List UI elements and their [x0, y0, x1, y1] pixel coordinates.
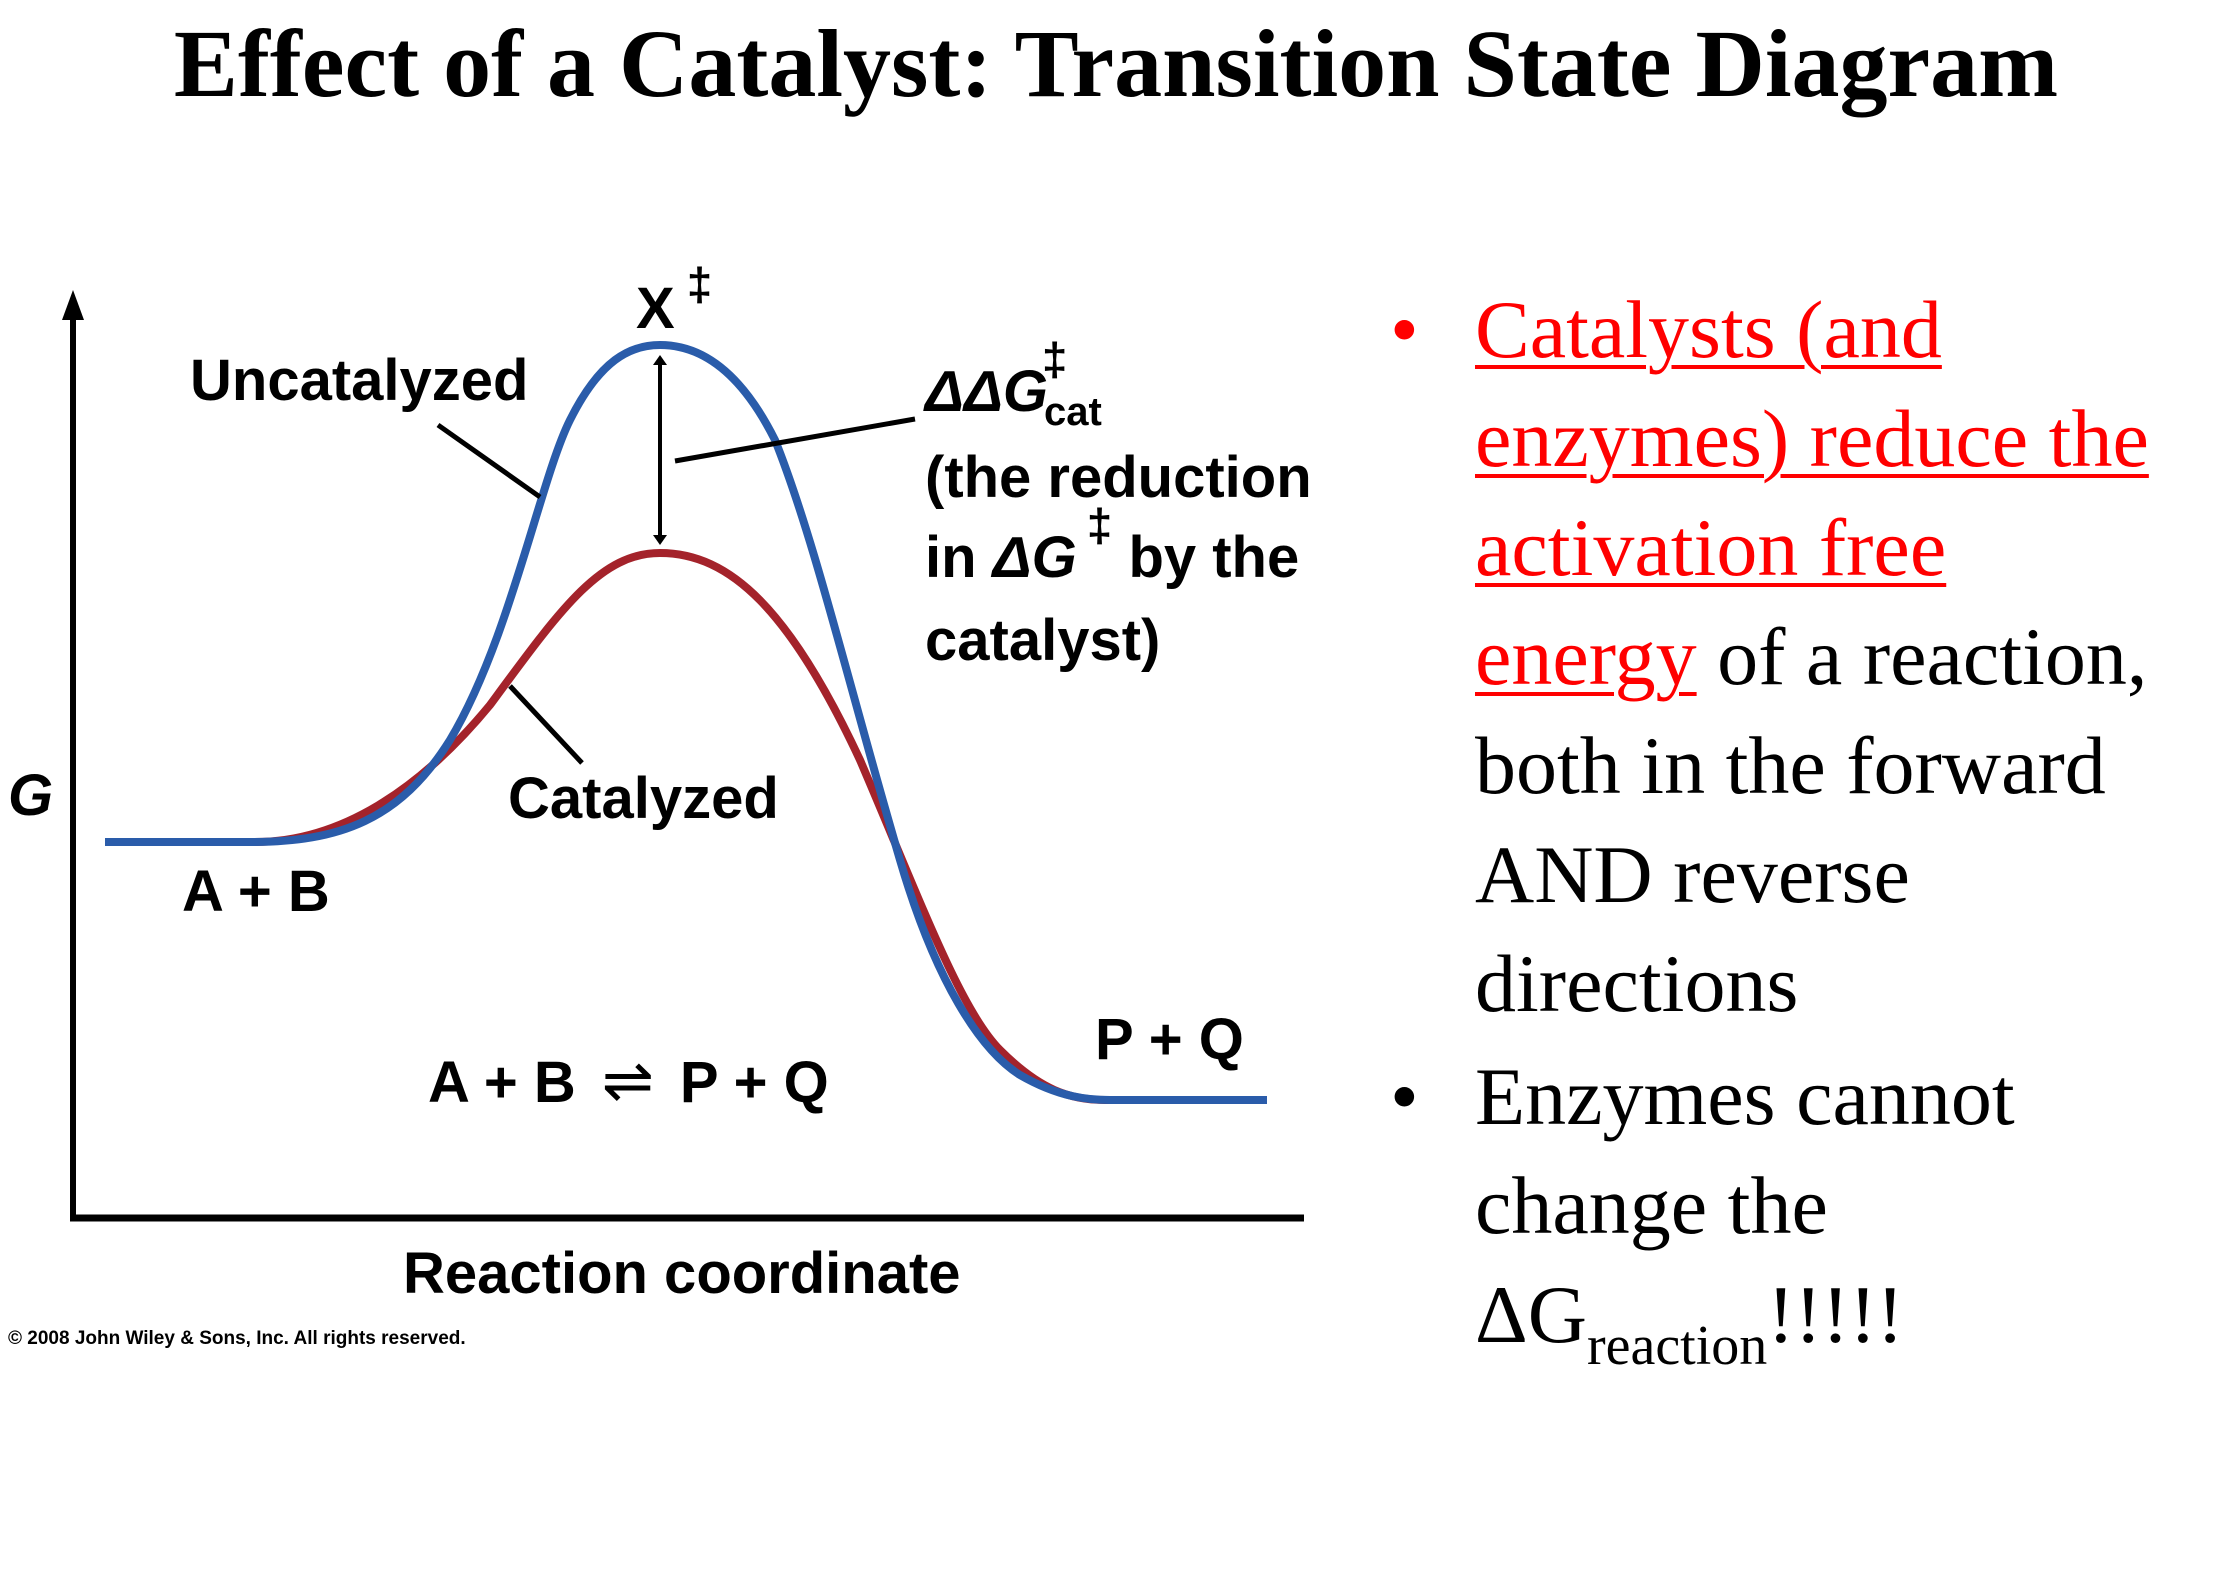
x-axis-label: Reaction coordinate [403, 1241, 961, 1306]
transition-state-diagram: G X ‡ Uncatalyzed Catalyzed A + B P + Q A… [8, 258, 1312, 1349]
equation-reactants: A + B [428, 1050, 576, 1115]
bullet-item-catalysts: • Catalysts (and enzymes) reduce the act… [1390, 275, 2232, 1038]
reactants-label: A + B [182, 859, 330, 924]
y-axis [62, 290, 84, 1218]
highlight-line-4: energy [1475, 611, 1697, 702]
products-label: P + Q [1095, 1007, 1244, 1072]
ddg-line3: catalyst) [925, 608, 1161, 673]
bullet-item-enzymes: • Enzymes cannot change the ΔGreaction!!… [1390, 1042, 2232, 1379]
highlight-line-1: Catalysts (and [1475, 284, 1942, 375]
bullet-2-line-2: change the [1475, 1160, 1828, 1251]
ddg-line2: in ΔG ‡ by the [925, 499, 1312, 601]
bullet-list: • Catalysts (and enzymes) reduce the act… [1390, 275, 2232, 1379]
y-axis-arrow-icon [62, 290, 84, 320]
delta-g-subscript: reaction [1586, 1315, 1768, 1377]
ddg-symbol-line: ΔΔGcat ‡ [925, 333, 1312, 438]
ddg-line2-symbol: ΔG [992, 525, 1077, 590]
ddg-line2-prefix: in [925, 525, 993, 590]
uncatalyzed-curve [105, 340, 1267, 1104]
ddg-leader-line [674, 416, 916, 464]
ddg-line2-dagger: ‡ [1086, 499, 1113, 551]
energy-profile-plot [62, 290, 1304, 1222]
reaction-equation: A + B ⇌ P + Q [428, 1044, 829, 1117]
catalyzed-label: Catalyzed [508, 766, 779, 831]
bullet-1-rest: of a reaction, both in the forward AND r… [1475, 611, 2148, 1029]
copyright-notice: © 2008 John Wiley & Sons, Inc. All right… [8, 1328, 466, 1349]
equation-products: P + Q [679, 1050, 829, 1115]
bullet-2-line-1: Enzymes cannot [1475, 1051, 2015, 1142]
uncatalyzed-leader-line [436, 422, 542, 500]
transition-state-x: X [636, 276, 675, 341]
highlight-line-3: activation free [1475, 502, 1947, 593]
bullet-dot-icon: • [1390, 1051, 1419, 1142]
y-axis-label: G [8, 763, 54, 828]
bullet-dot-icon: • [1390, 284, 1419, 375]
transition-state-label: X ‡ [636, 258, 712, 342]
exclamations: !!!!! [1767, 1269, 1904, 1360]
ddg-symbol: ΔΔG [925, 359, 1048, 424]
slide-title: Effect of a Catalyst: Transition State D… [173, 10, 2059, 117]
ddg-dagger: ‡ [1041, 333, 1068, 385]
ddg-line2-suffix: by the [1112, 525, 1300, 590]
ddg-subscript: cat [1044, 390, 1102, 434]
double-dagger-symbol: ‡ [686, 258, 713, 310]
ddg-annotation: ΔΔGcat‡ (the reduction in ΔG ‡ by the cat… [925, 333, 1312, 681]
equilibrium-arrow-icon: ⇌ [601, 1047, 654, 1116]
uncatalyzed-label: Uncatalyzed [190, 348, 529, 413]
highlight-line-2: enzymes) reduce the [1475, 393, 2149, 484]
delta-g-symbol: ΔG [1475, 1269, 1587, 1360]
ddg-line1: (the reduction [925, 445, 1312, 510]
catalyzed-leader-line [508, 684, 584, 765]
